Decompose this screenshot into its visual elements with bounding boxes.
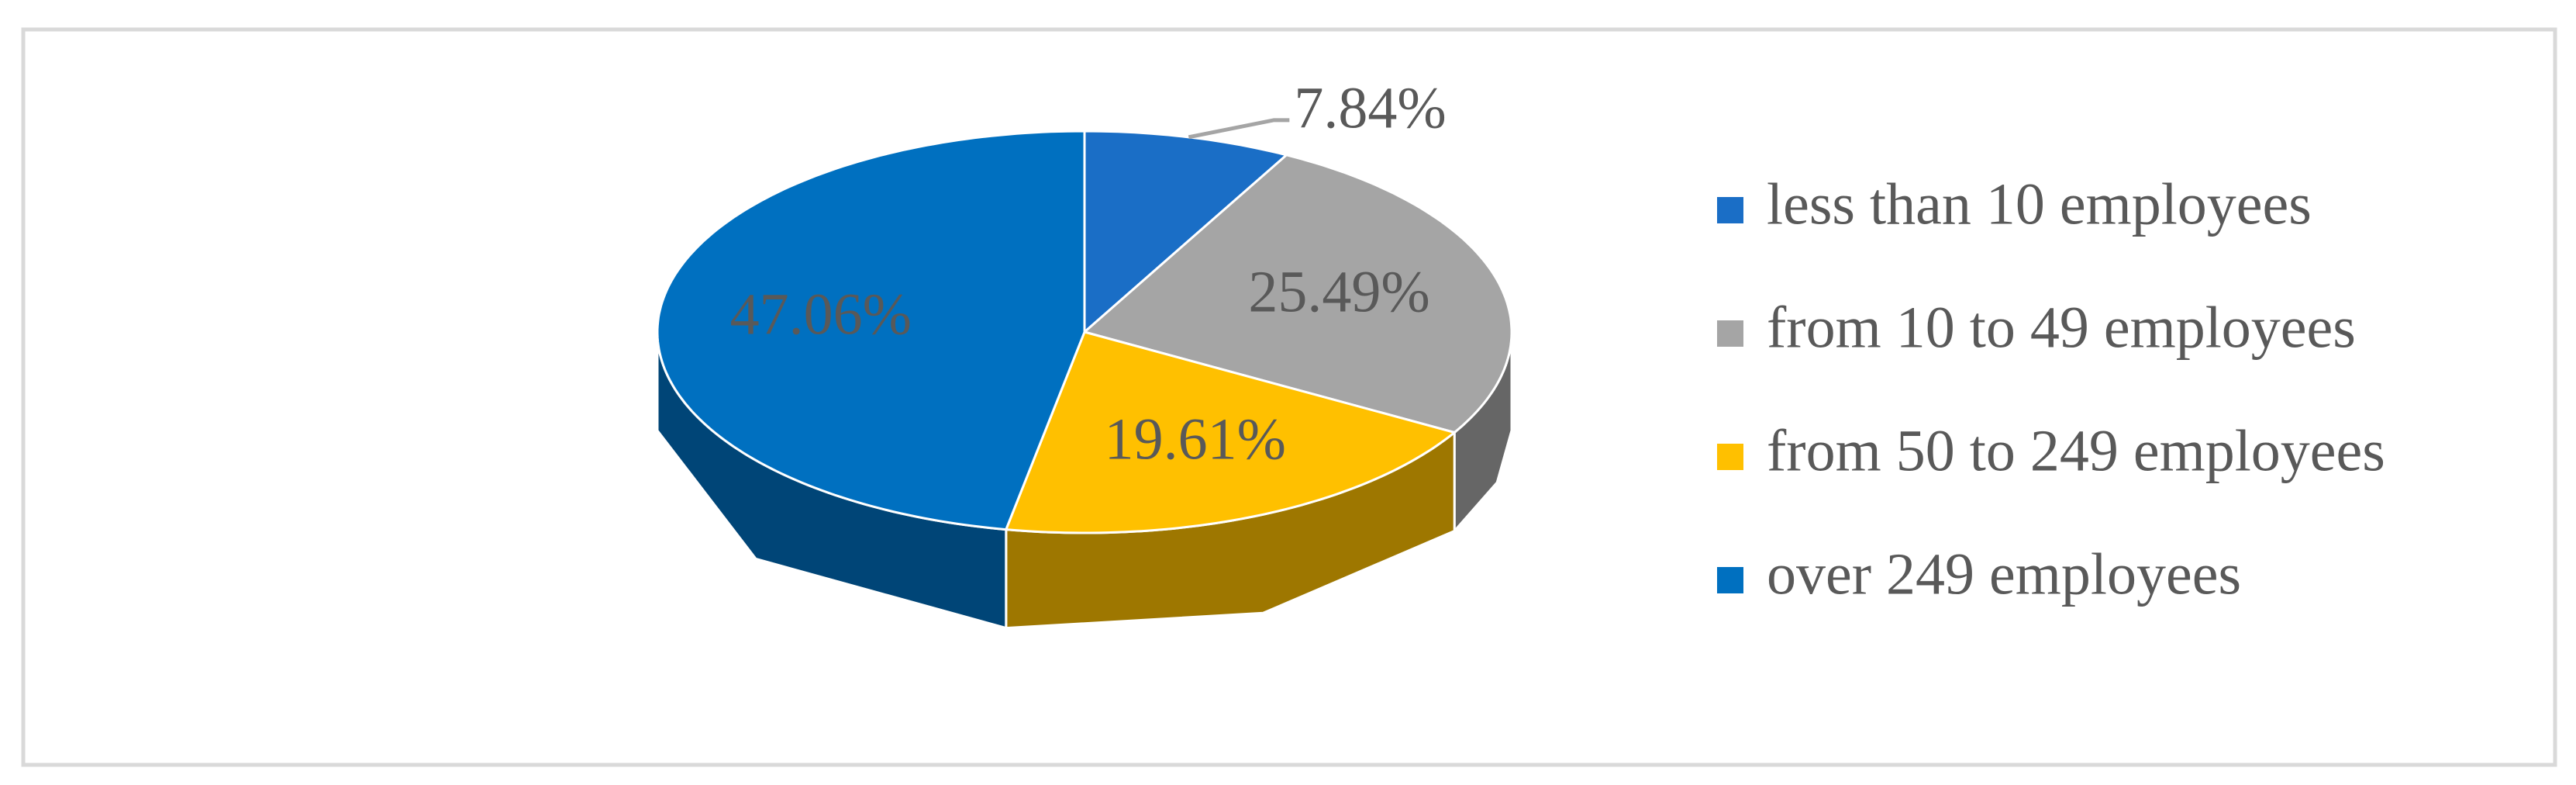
legend-swatch [1717, 567, 1743, 593]
pie-slice [1004, 330, 1457, 534]
legend-swatch [1717, 197, 1743, 223]
data-label: 19.61% [1105, 406, 1286, 472]
leader-line [1188, 118, 1290, 140]
pie-slice [656, 130, 1086, 531]
pie-slice [1081, 154, 1513, 434]
pie-slice [1083, 130, 1289, 335]
data-label: 47.06% [730, 282, 912, 348]
legend-label: over 249 employees [1767, 541, 2241, 607]
legend-label: less than 10 employees [1767, 171, 2312, 237]
data-label: 7.84% [1294, 75, 1446, 140]
legend-swatch [1717, 320, 1743, 347]
data-label: 25.49% [1248, 259, 1429, 324]
legend-label: from 50 to 249 employees [1767, 418, 2385, 483]
legend-label: from 10 to 49 employees [1767, 295, 2356, 360]
legend-swatch [1717, 444, 1743, 470]
